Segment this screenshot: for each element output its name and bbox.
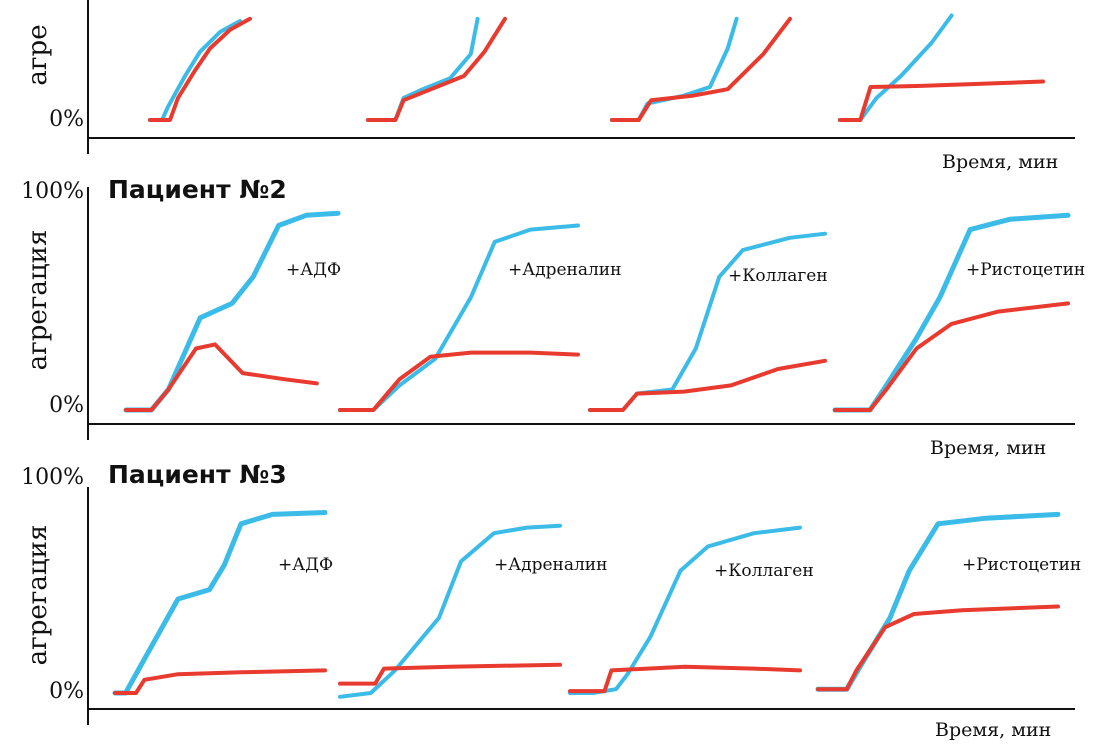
trace-panel-1: +АДФ <box>112 510 333 696</box>
blue-trace <box>366 16 480 122</box>
red-trace <box>366 16 507 122</box>
agonist-label: +Ристоцетин <box>966 260 1085 280</box>
trace-panel-4: +Ристоцетин <box>832 212 1085 413</box>
red-trace <box>588 358 827 412</box>
trace-panel-4: +Ристоцетин <box>815 511 1081 692</box>
chart-row-2: агрегация 100% 0% Пациент №2 Время, мин +АДФ +… <box>21 175 1085 459</box>
trace-panel-2 <box>366 16 507 122</box>
blue-trace <box>338 523 562 699</box>
y-tick-label: 100% <box>21 465 84 490</box>
red-trace <box>113 668 327 695</box>
red-trace <box>816 604 1060 692</box>
y-tick-label: 100% <box>21 179 84 204</box>
blue-trace <box>610 16 739 122</box>
agonist-label: +Ристоцетин <box>962 555 1081 575</box>
red-trace <box>610 16 792 122</box>
red-trace <box>833 301 1070 412</box>
red-trace <box>338 350 580 412</box>
trace-panel-3: +Коллаген <box>568 525 814 695</box>
y-axis-label: агре <box>23 24 53 85</box>
chart-row-3: агрегация 100% 0% Пациент №3 Время, мин +АДФ +… <box>21 460 1081 741</box>
trace-panel-1: +АДФ <box>123 210 341 413</box>
agonist-label: +Коллаген <box>714 561 814 581</box>
agonist-label: +АДФ <box>286 260 341 280</box>
y-axis-label: агрегация <box>23 230 53 371</box>
red-trace <box>338 662 562 686</box>
trace-panel-3: +Коллаген <box>588 231 828 412</box>
red-trace <box>148 16 252 122</box>
agonist-label: +Коллаген <box>728 266 828 286</box>
trace-panel-2: +Адреналин <box>338 523 607 699</box>
y-tick-label: 0% <box>49 679 84 704</box>
blue-trace <box>112 510 328 696</box>
blue-trace <box>588 231 827 412</box>
panel-title: Пациент №2 <box>108 175 287 204</box>
trace-panel-1 <box>148 16 252 122</box>
agonist-label: +Адреналин <box>494 555 607 575</box>
panel-title: Пациент №3 <box>108 460 287 489</box>
y-tick-label: 0% <box>49 393 84 418</box>
x-axis-label: Время, мин <box>930 437 1046 459</box>
x-axis-label: Время, мин <box>942 151 1058 173</box>
agonist-label: +АДФ <box>278 555 333 575</box>
y-tick-label: 0% <box>49 107 84 132</box>
blue-trace <box>815 511 1061 692</box>
red-trace <box>838 79 1045 122</box>
y-axis-label: агрегация <box>23 525 53 666</box>
blue-trace <box>338 223 580 412</box>
x-axis-label: Время, мин <box>935 719 1051 741</box>
trace-panel-4 <box>838 13 1045 122</box>
trace-panel-2: +Адреналин <box>338 223 621 412</box>
chart-row-1: агре 0% Время, мин <box>23 0 1075 173</box>
trace-panel-3 <box>610 16 792 122</box>
blue-trace <box>838 13 954 122</box>
agonist-label: +Адреналин <box>508 260 621 280</box>
red-trace <box>568 664 802 694</box>
red-trace <box>124 342 319 412</box>
blue-trace <box>832 212 1071 413</box>
